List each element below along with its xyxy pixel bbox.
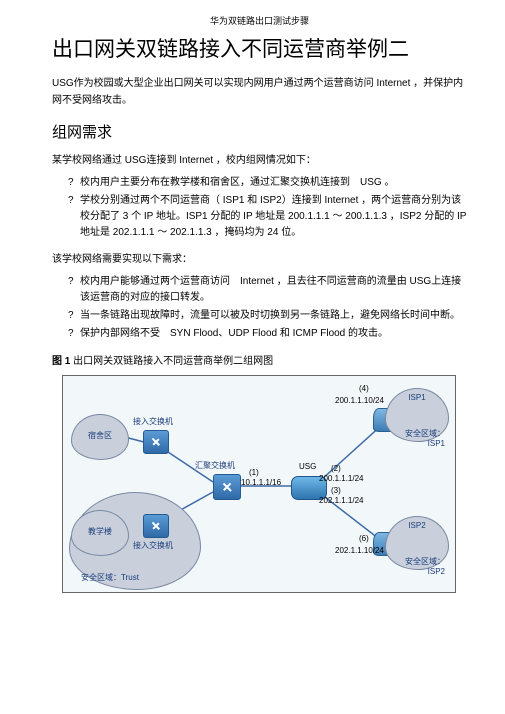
isp2-label: ISP2 [386, 521, 448, 531]
link6-num: (6) [359, 534, 369, 543]
list-item: 当一条链路出现故障时，流量可以被及时切换到另一条链路上，避免网络长时间中断。 [68, 308, 467, 324]
needs-bullet-list: 校内用户主要分布在教学楼和宿舍区，通过汇聚交换机连接到 USG 。 学校分别通过… [52, 175, 467, 241]
reqs-lead: 该学校网络需要实现以下需求： [52, 251, 467, 268]
list-item: 学校分别通过两个不同运营商（ ISP1 和 ISP2）连接到 Internet … [68, 193, 467, 241]
dorm-cloud: 宿舍区 [71, 414, 129, 460]
page-header: 华为双链路出口测试步骤 [52, 14, 467, 27]
trust-zone-label: 安全区域：Trust [81, 572, 139, 583]
teach-cloud: 教学楼 [71, 510, 129, 556]
isp2-zone-label: 安全区域： ISP2 [405, 556, 445, 576]
link1-num: (1) [249, 468, 259, 477]
link3-num: (3) [331, 486, 341, 495]
aggr-switch-label: 汇聚交换机 [195, 460, 235, 471]
link3-ip: 202.1.1.1/24 [319, 496, 363, 505]
intro-paragraph: USG作为校园或大型企业出口网关可以实现内网用户通过两个运营商访问 Intern… [52, 75, 467, 109]
link1-ip: 10.1.1.1/16 [241, 478, 281, 487]
link4-ip: 200.1.1.10/24 [335, 396, 384, 405]
section-heading-needs: 组网需求 [52, 121, 467, 142]
teach-label: 教学楼 [72, 527, 128, 537]
page-title: 出口网关双链路接入不同运营商举例二 [52, 35, 467, 63]
figure-number: 图 1 [52, 356, 70, 367]
access-switch-label-1: 接入交换机 [133, 416, 173, 427]
list-item: 保护内部网络不受 SYN Flood、UDP Flood 和 ICMP Floo… [68, 326, 467, 342]
access-switch-label-2: 接入交换机 [133, 540, 173, 551]
usg-label: USG [299, 462, 316, 471]
link2-ip: 200.1.1.1/24 [319, 474, 363, 483]
access-switch-icon [143, 514, 169, 538]
dorm-label: 宿舍区 [72, 431, 128, 441]
list-item: 校内用户能够通过两个运营商访问 Internet ，且去往不同运营商的流量由 U… [68, 274, 467, 306]
aggr-switch-icon [213, 474, 241, 500]
access-switch-icon [143, 430, 169, 454]
reqs-bullet-list: 校内用户能够通过两个运营商访问 Internet ，且去往不同运营商的流量由 U… [52, 274, 467, 342]
isp1-label: ISP1 [386, 393, 448, 403]
figure-title: 出口网关双链路接入不同运营商举例二组网图 [70, 356, 273, 367]
link4-num: (4) [359, 384, 369, 393]
list-item: 校内用户主要分布在教学楼和宿舍区，通过汇聚交换机连接到 USG 。 [68, 175, 467, 191]
link2-num: (2) [331, 464, 341, 473]
figure-caption: 图 1 出口网关双链路接入不同运营商举例二组网图 [52, 352, 467, 367]
isp1-zone-label: 安全区域： ISP1 [405, 428, 445, 448]
link6-ip: 202.1.1.10/24 [335, 546, 384, 555]
needs-lead: 某学校网络通过 USG连接到 Internet ，校内组网情况如下： [52, 152, 467, 169]
network-diagram: 安全区域：Trust 宿舍区 教学楼 接入交换机 接入交换机 汇聚交换机 (1)… [62, 375, 456, 593]
